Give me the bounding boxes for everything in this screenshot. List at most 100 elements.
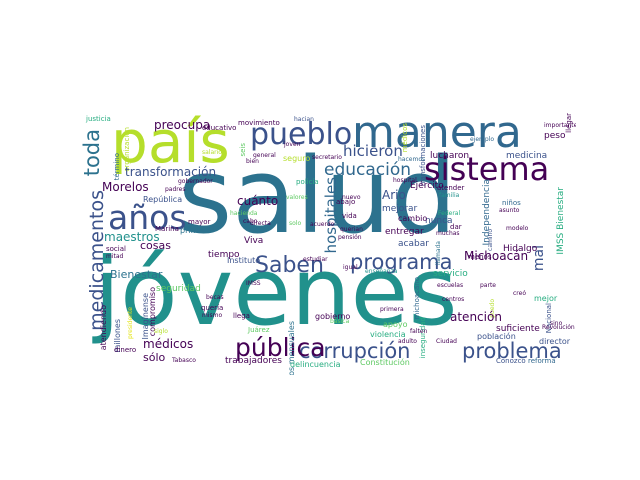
word-termino: término	[113, 153, 121, 181]
word-revolucion: Revolución	[542, 324, 575, 331]
word-hacemos: hacemos	[398, 156, 426, 163]
word-directa: directa	[250, 220, 271, 227]
word-primero: primero	[180, 226, 212, 235]
word-publica: pública	[235, 333, 326, 362]
word-falten: falten	[410, 328, 428, 335]
word-hidalgo: Hidalgo	[503, 244, 538, 254]
word-seguridad: seguridad	[156, 284, 201, 294]
word-dinero: dinero	[114, 346, 137, 354]
word-modelo: modelo	[506, 225, 529, 232]
word-menos: menos	[468, 253, 492, 261]
word-corrupcion: corrupción	[299, 339, 411, 363]
word-cambio: cambio	[398, 214, 428, 223]
word-bien: bien	[246, 158, 259, 165]
word-centros: centros	[442, 296, 465, 303]
word-jovenes: jóvenes	[94, 238, 458, 347]
word-saben: Saben	[255, 253, 324, 278]
word-muchas: muchas	[436, 230, 460, 237]
word-seis: seis	[239, 143, 247, 157]
word-poblacion: población	[477, 332, 516, 341]
word-marina: Marina	[155, 225, 179, 233]
word-inseguridad: inseguridad	[419, 317, 427, 359]
word-entregar: entregar	[385, 227, 424, 237]
word-queria: quería	[201, 304, 224, 312]
word-ejercito: Ejército	[410, 181, 444, 191]
word-general: general	[253, 152, 276, 159]
word-joven: joven	[284, 141, 301, 148]
word-llamada: llamada	[435, 241, 442, 266]
word-educativo: educativo	[202, 124, 237, 132]
word-creo: creó	[513, 290, 526, 297]
word-igual: igual	[343, 264, 358, 271]
word-mitad: mitad	[106, 253, 124, 260]
word-solo2: solo	[289, 220, 302, 227]
word-medicos: médicos	[143, 337, 194, 351]
word-hicieron: hicieron	[343, 142, 403, 160]
word-primera: primera	[380, 306, 404, 313]
word-viva: Viva	[244, 236, 264, 246]
word-presidente: presidente	[127, 307, 134, 339]
word-parte: parte	[480, 282, 496, 289]
word-gobierno: gobierno	[315, 312, 351, 321]
word-camino: camino	[487, 229, 494, 251]
word-importante: importante	[544, 122, 576, 129]
word-peso: peso	[544, 131, 566, 141]
word-michoacano: michoacano	[413, 277, 421, 320]
word-federal: Federal	[438, 210, 461, 217]
word-violencia: violencia	[370, 330, 406, 339]
word-preocupa: preocupa	[154, 118, 211, 132]
word-instituto: Instituto	[227, 256, 261, 265]
word-salario: salario	[202, 149, 222, 156]
word-escuelas: escuelas	[437, 282, 464, 289]
word-atencion: atención	[450, 310, 502, 324]
word-reforma: reforma	[528, 357, 556, 365]
word-educacion: educación	[324, 160, 412, 180]
word-vida: vida	[342, 212, 357, 220]
word-adulto: adulto	[398, 338, 417, 345]
word-hacienda: hacienda	[230, 210, 258, 217]
word-ejemplo: ejemplo	[470, 136, 495, 143]
word-sistema: sistema	[424, 150, 550, 188]
word-imss: IMSS	[246, 280, 261, 287]
word-acuerdo: acuerdo	[310, 221, 335, 228]
word-dar: dar	[450, 223, 462, 231]
word-manera: manera	[352, 107, 522, 158]
word-acabar: acabar	[398, 239, 429, 249]
word-bienestar: Bienestar	[110, 268, 163, 281]
word-imss-bienestar: IMSS Bienestar	[556, 187, 566, 255]
word-social: social	[106, 245, 126, 253]
word-valores: valores	[286, 194, 308, 201]
word-constitucion: Constitución	[360, 358, 410, 367]
word-servicio: servicio	[433, 269, 468, 279]
word-republica: República	[143, 195, 183, 204]
word-morelos: Morelos	[102, 180, 149, 194]
word-gobernador: gobernador	[178, 178, 213, 185]
word-asunto: asunto	[499, 207, 520, 214]
word-tiempo: tiempo	[208, 250, 240, 260]
word-sino: sino	[550, 320, 563, 327]
word-conozco: Conozco	[496, 357, 526, 365]
word-trabajadores: trabajadores	[225, 356, 282, 366]
word-querian: querian	[340, 226, 363, 233]
word-unidades-medicas: unidades médicas	[80, 267, 82, 340]
word-michoacan: Michoacán	[464, 249, 529, 263]
word-solo: sólo	[143, 351, 166, 364]
word-padres: padres	[165, 186, 186, 193]
word-siglo: siglo	[154, 328, 168, 335]
word-problema: problema	[462, 339, 562, 363]
word-mejor: mejor	[534, 294, 558, 303]
word-transformacion: transformación	[125, 165, 217, 179]
word-cuanto: cuánto	[237, 194, 279, 208]
word-medicina: medicina	[506, 151, 548, 161]
word-familia: familia	[439, 192, 460, 199]
word-juarez: Juárez	[248, 326, 270, 334]
word-hospitales: hospitales	[322, 177, 340, 254]
word-suficiente: suficiente	[496, 324, 540, 334]
word-hospital: hospital	[393, 177, 417, 184]
word-llega: llega	[233, 312, 250, 320]
word-toda: toda	[80, 129, 104, 177]
word-apoyo: apoyo	[383, 320, 408, 329]
word-movimiento: movimiento	[238, 119, 280, 127]
word-ciudad: Ciudad	[436, 338, 457, 345]
word-abajo: abajo	[336, 198, 356, 206]
